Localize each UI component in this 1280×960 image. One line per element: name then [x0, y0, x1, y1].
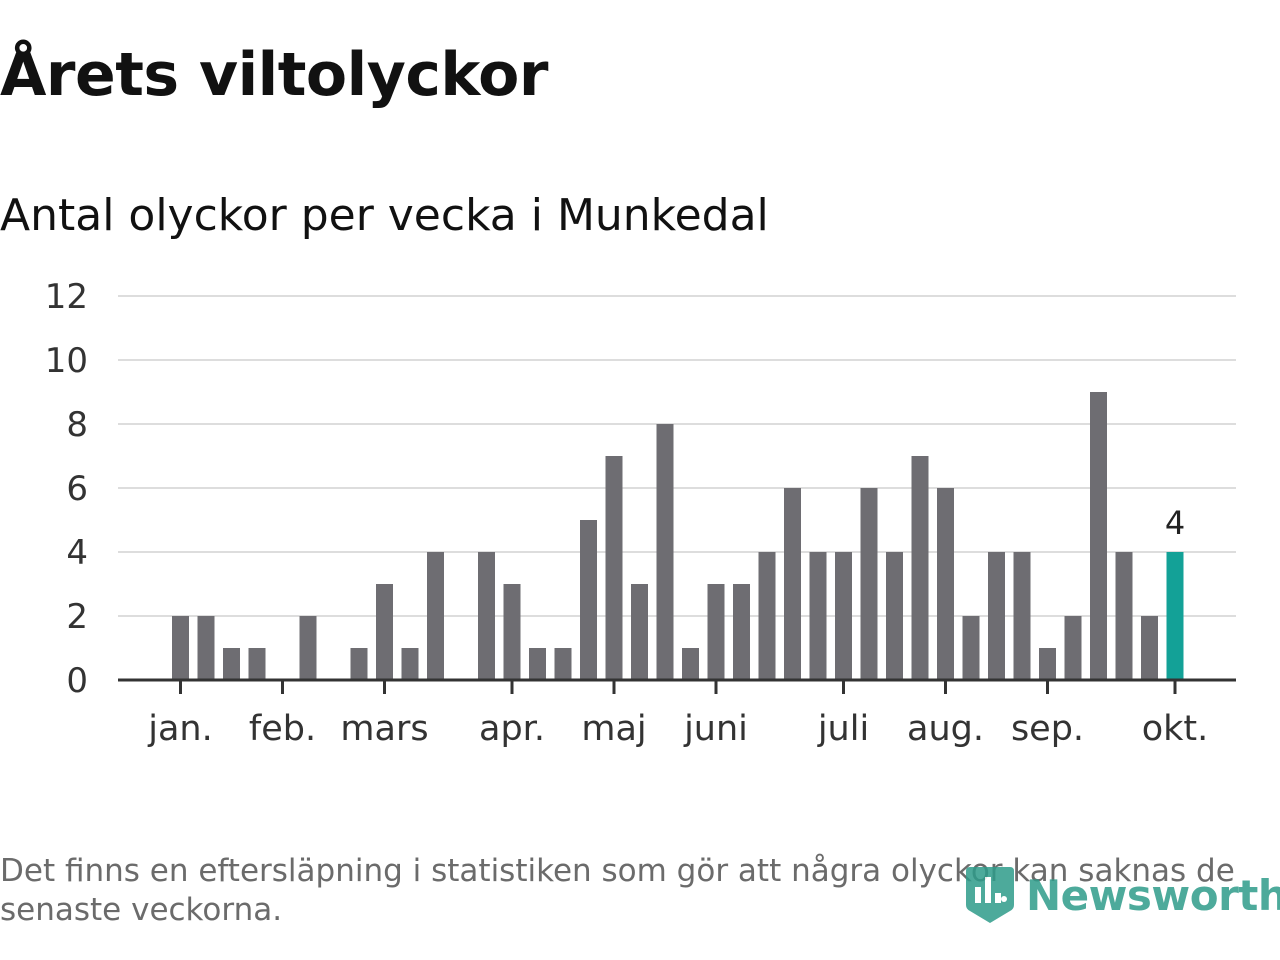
bar: [1115, 552, 1133, 680]
x-tick-label: jan.: [147, 709, 212, 749]
x-tick-label: juni: [683, 709, 748, 749]
chart-subtitle: Antal olyckor per vecka i Munkedal: [0, 190, 769, 241]
y-tick-label: 12: [45, 277, 88, 317]
brand-logo: Newsworthy: [964, 862, 1280, 928]
bar: [248, 648, 266, 680]
x-tick-label: okt.: [1142, 709, 1209, 749]
bars: [172, 392, 1184, 680]
bar: [809, 552, 827, 680]
bar: [605, 456, 623, 680]
x-axis-tick-labels: jan. feb. mars apr. maj juni juli aug. sep. okt.: [147, 709, 1208, 749]
x-tick-label: mars: [340, 709, 428, 749]
x-tick-label: juli: [817, 709, 869, 749]
bar: [988, 552, 1005, 680]
bar: [682, 648, 699, 680]
bar: [580, 520, 597, 680]
y-axis-tick-labels: 0 2 4 6 8 10 12: [45, 277, 88, 701]
gridlines: [118, 295, 1236, 617]
bar: [427, 552, 444, 680]
bar: [835, 552, 852, 680]
data-label-latest: 4: [1165, 504, 1185, 542]
y-tick-label: 4: [66, 533, 88, 573]
bar: [937, 488, 954, 680]
brand-name: Newsworthy: [1026, 870, 1280, 920]
newsworthy-logo-icon: [966, 867, 1014, 923]
y-tick-label: 6: [66, 469, 88, 509]
bar: [172, 616, 189, 680]
bar-highlight: [1166, 552, 1184, 680]
bar: [1039, 648, 1056, 680]
bar: [529, 648, 546, 680]
x-axis: [118, 678, 1236, 694]
y-tick-label: 8: [66, 405, 88, 445]
x-tick-label: feb.: [249, 709, 316, 749]
bar: [733, 584, 750, 680]
x-tick-label: maj: [581, 709, 646, 749]
bar-chart: 0 2 4 6 8 10 12 jan. feb. mars apr. maj juni juli aug…: [45, 277, 1236, 749]
bar: [886, 552, 903, 680]
bar: [758, 552, 776, 680]
y-tick-label: 0: [66, 661, 88, 701]
bar: [350, 648, 368, 680]
bar: [1013, 552, 1031, 680]
bar: [707, 584, 725, 680]
footnote: Det finns en eftersläpning i statistiken…: [0, 853, 1235, 928]
bar: [911, 456, 929, 680]
bar: [962, 616, 980, 680]
y-tick-label: 2: [66, 597, 88, 637]
bar: [631, 584, 648, 680]
y-tick-label: 10: [45, 341, 88, 381]
bar: [1064, 616, 1082, 680]
x-tick-label: apr.: [479, 709, 545, 749]
bar: [503, 584, 521, 680]
bar: [656, 424, 674, 680]
x-tick-label: aug.: [907, 709, 984, 749]
page-title: Årets viltolyckor: [0, 40, 549, 110]
bar: [784, 488, 801, 680]
bar: [376, 584, 393, 680]
bar: [1141, 616, 1158, 680]
bar: [860, 488, 878, 680]
bar: [1090, 392, 1107, 680]
bar: [554, 648, 572, 680]
data-labels: 4: [1165, 504, 1185, 542]
bar: [197, 616, 215, 680]
bar: [299, 616, 317, 680]
bar: [223, 648, 240, 680]
bar: [401, 648, 419, 680]
bar: [478, 552, 495, 680]
x-tick-label: sep.: [1011, 709, 1084, 749]
